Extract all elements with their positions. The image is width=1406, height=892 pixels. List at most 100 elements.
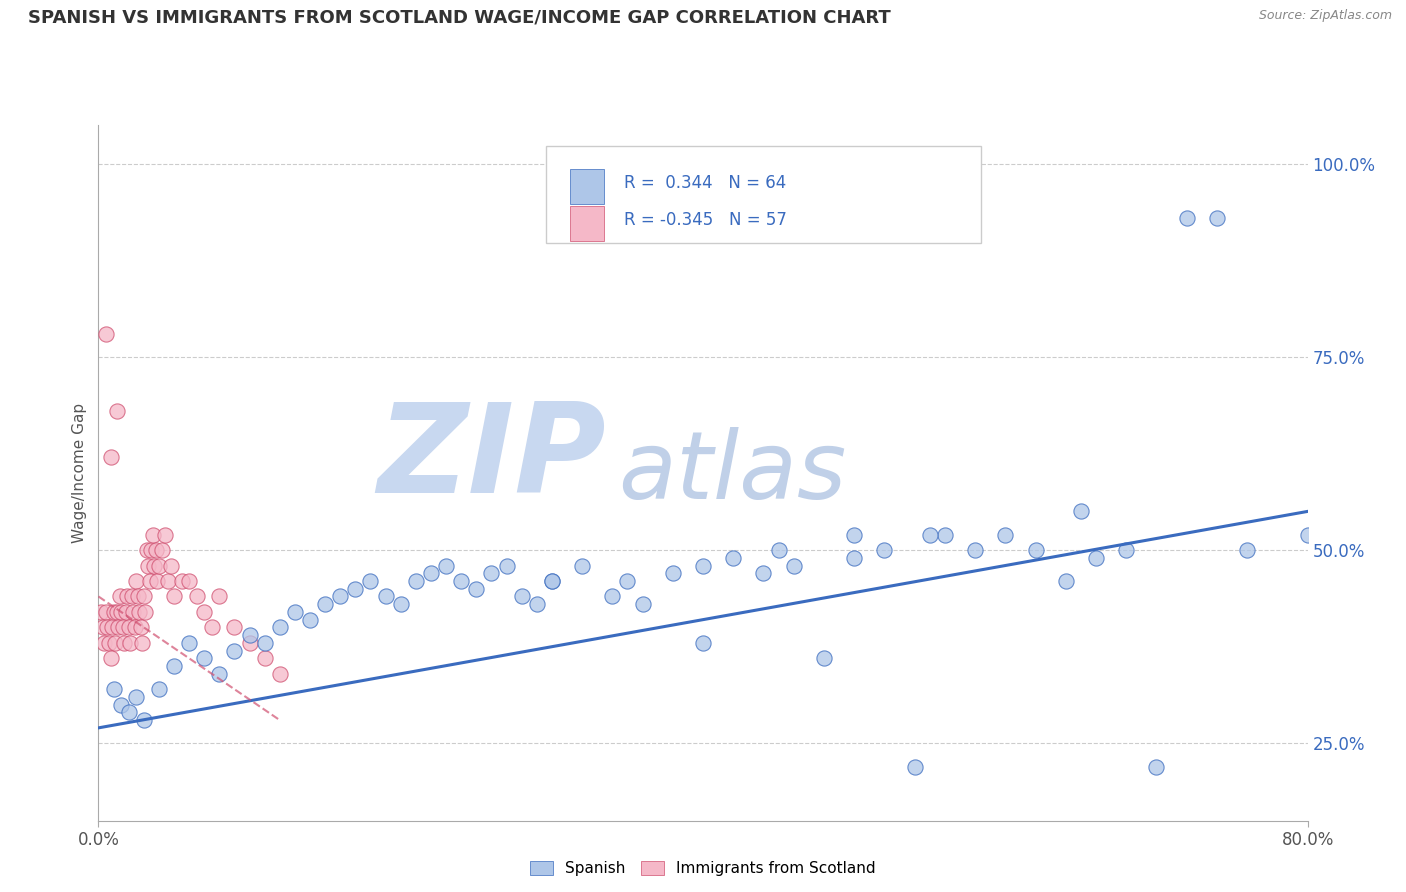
Point xyxy=(148,558,170,573)
Point xyxy=(239,636,262,650)
Text: SPANISH VS IMMIGRANTS FROM SCOTLAND WAGE/INCOME GAP CORRELATION CHART: SPANISH VS IMMIGRANTS FROM SCOTLAND WAGE… xyxy=(28,9,891,27)
Point xyxy=(374,590,396,604)
Point xyxy=(110,698,132,712)
Point xyxy=(510,590,533,604)
Point xyxy=(1144,759,1167,773)
Legend: Spanish, Immigrants from Scotland: Spanish, Immigrants from Scotland xyxy=(524,855,882,882)
Text: R =  0.344   N = 64: R = 0.344 N = 64 xyxy=(624,174,786,192)
Point xyxy=(1206,211,1229,225)
Text: ZIP: ZIP xyxy=(378,399,606,519)
Point xyxy=(179,574,201,588)
Point xyxy=(783,558,806,573)
Point xyxy=(160,558,183,573)
Point xyxy=(129,620,152,634)
Point xyxy=(692,558,714,573)
Point xyxy=(360,574,382,588)
Point xyxy=(111,620,134,634)
Point xyxy=(239,628,262,642)
Point xyxy=(965,543,987,558)
Point xyxy=(107,620,129,634)
Point xyxy=(135,543,157,558)
Y-axis label: Wage/Income Gap: Wage/Income Gap xyxy=(72,402,87,543)
Point xyxy=(118,620,141,634)
Point xyxy=(93,636,115,650)
Point xyxy=(1296,527,1319,541)
Point xyxy=(132,713,155,727)
Point xyxy=(128,605,150,619)
Point xyxy=(108,590,131,604)
Point xyxy=(139,574,162,588)
Point xyxy=(616,574,638,588)
Point xyxy=(495,558,517,573)
Point xyxy=(389,597,412,611)
Point xyxy=(420,566,443,581)
Point xyxy=(1115,543,1137,558)
Point xyxy=(120,636,142,650)
Point xyxy=(224,643,246,657)
Point xyxy=(723,550,745,565)
Point xyxy=(121,590,143,604)
Point xyxy=(299,613,322,627)
Point xyxy=(344,582,367,596)
Point xyxy=(631,597,654,611)
Point xyxy=(434,558,457,573)
Point xyxy=(994,527,1017,541)
FancyBboxPatch shape xyxy=(546,145,981,244)
Point xyxy=(450,574,472,588)
FancyBboxPatch shape xyxy=(569,206,603,241)
Point xyxy=(136,558,159,573)
Point xyxy=(115,590,138,604)
Point xyxy=(602,590,624,604)
Point xyxy=(224,620,246,634)
Point xyxy=(329,590,352,604)
Point xyxy=(540,574,562,588)
Point xyxy=(405,574,427,588)
Point xyxy=(1175,211,1198,225)
Point xyxy=(752,566,775,581)
Point xyxy=(1070,504,1092,518)
Point xyxy=(124,620,146,634)
Point xyxy=(110,605,132,619)
Point xyxy=(873,543,896,558)
Point xyxy=(103,605,125,619)
Point xyxy=(132,590,155,604)
Point xyxy=(1267,860,1289,874)
Point xyxy=(208,666,231,681)
Point xyxy=(186,590,208,604)
Point xyxy=(104,636,127,650)
Point xyxy=(934,527,956,541)
Point xyxy=(118,706,141,720)
Point xyxy=(269,620,291,634)
Point xyxy=(114,605,136,619)
Point xyxy=(269,666,291,681)
Point xyxy=(284,605,307,619)
Point xyxy=(768,543,790,558)
Point xyxy=(253,651,276,665)
Point xyxy=(481,566,503,581)
Point xyxy=(143,558,166,573)
Point xyxy=(692,636,714,650)
Point xyxy=(127,590,149,604)
Point xyxy=(125,690,148,704)
Point xyxy=(1024,543,1046,558)
Point xyxy=(150,543,173,558)
Point xyxy=(148,682,170,697)
Point xyxy=(112,636,135,650)
Point xyxy=(540,574,562,588)
Point xyxy=(1236,543,1258,558)
Point xyxy=(201,620,224,634)
Point xyxy=(253,636,276,650)
Text: atlas: atlas xyxy=(619,427,846,518)
Text: Source: ZipAtlas.com: Source: ZipAtlas.com xyxy=(1258,9,1392,22)
Point xyxy=(105,404,128,418)
Point xyxy=(193,651,215,665)
FancyBboxPatch shape xyxy=(569,169,603,204)
Point xyxy=(98,636,121,650)
Point xyxy=(134,605,156,619)
Point xyxy=(163,659,186,673)
Point xyxy=(122,605,145,619)
Point xyxy=(100,651,122,665)
Text: R = -0.345   N = 57: R = -0.345 N = 57 xyxy=(624,211,787,228)
Point xyxy=(813,651,835,665)
Point xyxy=(94,326,117,341)
